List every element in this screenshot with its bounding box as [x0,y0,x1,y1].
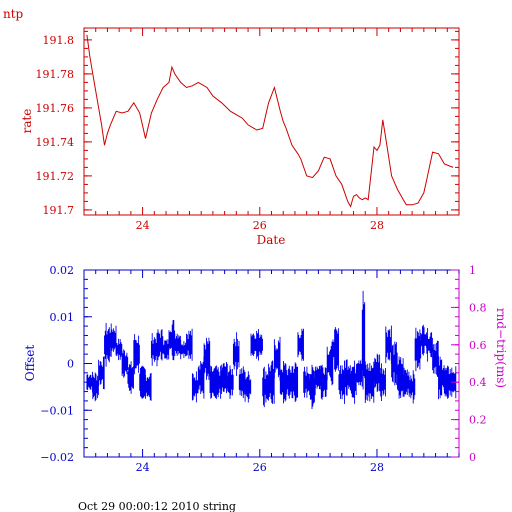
rate-y-axis-label: rate [20,109,34,134]
offset-series-line [86,290,457,409]
rate-x-tick-label: 28 [370,219,384,232]
rtt-y-tick-label: 0 [469,451,476,464]
rate-y-tick-label: 191.78 [36,68,75,81]
rate-y-tick-label: 191.76 [36,102,75,115]
rate-plot-frame [83,27,460,216]
offset-x-tick-label: 24 [136,461,150,474]
rate-x-axis-label: Date [257,233,286,247]
header-label: ntp [3,7,24,21]
rate-y-ticks: 191.7 191.72 191.74 191.76 191.78 191.8 [36,30,459,217]
rate-y-tick-label: 191.72 [36,170,75,183]
rate-chart: ntp 191.7 191.72 191.74 191.76 191.78 191.8 2… [3,7,460,247]
offset-y-tick-label: 0 [67,358,74,371]
rate-y-tick-label: 191.74 [36,136,75,149]
rtt-y-axis-label: rnd−trip(ms) [494,308,508,388]
offset-x-tick-label: 28 [370,461,384,474]
footer-timestamp: Oct 29 00:00:12 2010 string [78,500,236,512]
rtt-y-tick-label: 1 [469,264,476,277]
rate-x-ticks: 24 26 28 [95,28,460,232]
rate-x-tick-label: 24 [136,219,150,232]
rtt-y-tick-label: 0.6 [469,339,487,352]
offset-y-tick-label: 0.01 [50,311,75,324]
offset-y-tick-label: −0.02 [40,451,74,464]
offset-x-ticks: 24 26 28 [95,270,460,474]
rtt-y-tick-label: 0.4 [469,376,487,389]
rate-x-tick-label: 26 [253,219,267,232]
offset-y-tick-label: −0.01 [40,404,74,417]
rtt-y-tick-label: 0.8 [469,301,487,314]
rtt-y-ticks: 0 0.2 0.4 0.6 0.8 1 [451,264,487,464]
offset-y-ticks: −0.02 −0.01 0 0.01 0.02 [40,264,92,464]
rate-series-line [86,34,454,208]
offset-y-tick-label: 0.02 [50,264,75,277]
offset-series [86,290,457,409]
rate-y-tick-label: 191.8 [43,34,75,47]
offset-x-tick-label: 26 [253,461,267,474]
rtt-y-tick-label: 0.2 [469,414,487,427]
offset-y-axis-label: Offset [23,345,37,382]
rate-y-tick-label: 191.7 [43,204,75,217]
